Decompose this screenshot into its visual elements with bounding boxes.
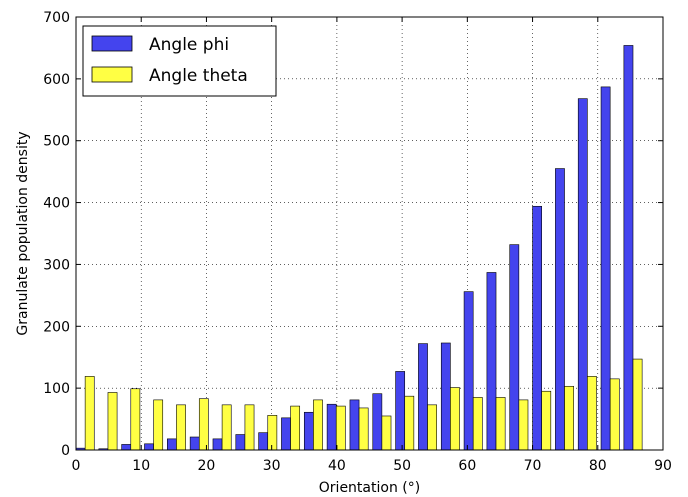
y-tick-label: 700 bbox=[43, 10, 70, 26]
bar-theta bbox=[518, 399, 529, 451]
x-tick-label: 20 bbox=[198, 458, 216, 474]
x-tick-label: 40 bbox=[328, 458, 346, 474]
bar-phi bbox=[349, 399, 360, 451]
bar-phi bbox=[532, 205, 542, 451]
y-tick-label: 200 bbox=[43, 319, 70, 335]
x-tick-label: 80 bbox=[589, 458, 607, 474]
bar-theta bbox=[609, 378, 620, 451]
bar-theta bbox=[495, 397, 506, 451]
x-tick-label: 0 bbox=[72, 458, 81, 474]
bars-group bbox=[75, 45, 643, 451]
bar-theta bbox=[176, 404, 186, 451]
bar-phi bbox=[463, 291, 474, 451]
x-tick-label: 70 bbox=[524, 458, 542, 474]
bar-phi bbox=[235, 434, 246, 451]
x-tick-label: 30 bbox=[263, 458, 281, 474]
x-tick-label: 60 bbox=[458, 458, 476, 474]
bar-theta bbox=[472, 397, 483, 451]
legend-swatch bbox=[91, 35, 133, 52]
bar-theta bbox=[267, 415, 278, 451]
bar-theta bbox=[221, 404, 232, 451]
bar-theta bbox=[358, 407, 369, 451]
bar-theta bbox=[404, 395, 415, 451]
bar-theta bbox=[198, 398, 209, 451]
bar-theta bbox=[84, 376, 95, 451]
y-tick-label: 100 bbox=[43, 381, 70, 397]
bar-phi bbox=[121, 444, 132, 451]
bar-phi bbox=[623, 45, 634, 451]
legend-label: Angle phi bbox=[149, 35, 229, 55]
legend: Angle phi Angle theta bbox=[82, 25, 277, 97]
x-tick-label: 50 bbox=[393, 458, 411, 474]
bar-theta bbox=[153, 399, 164, 451]
x-tick-label: 10 bbox=[132, 458, 150, 474]
y-tick-label: 600 bbox=[43, 72, 70, 88]
bar-phi bbox=[303, 411, 314, 451]
bar-phi bbox=[555, 168, 565, 451]
bar-phi bbox=[600, 86, 611, 451]
bar-theta bbox=[564, 385, 574, 451]
bar-theta bbox=[290, 405, 301, 451]
bar-phi bbox=[372, 393, 383, 451]
x-axis-label: Orientation (°) bbox=[319, 480, 420, 496]
bar-theta bbox=[381, 415, 392, 451]
bar-theta bbox=[313, 399, 323, 451]
bar-theta bbox=[541, 390, 552, 451]
bar-theta bbox=[587, 376, 597, 451]
axis-ticks: 0 10 20 30 40 50 60 70 80 90 0 100 200 300 400 500 600 70… bbox=[43, 10, 672, 474]
plot-frame bbox=[75, 16, 664, 451]
bar-theta bbox=[335, 405, 346, 451]
bar-phi bbox=[577, 98, 588, 451]
bar-phi bbox=[144, 443, 154, 451]
bar-theta bbox=[450, 387, 460, 451]
bar-theta bbox=[632, 358, 643, 451]
legend-swatch bbox=[91, 66, 133, 83]
y-tick-label: 0 bbox=[61, 443, 70, 459]
x-tick-label: 90 bbox=[654, 458, 672, 474]
bar-phi bbox=[395, 371, 406, 451]
y-tick-label: 400 bbox=[43, 196, 70, 212]
bar-phi bbox=[418, 343, 428, 451]
y-axis-label: Granulate population density bbox=[15, 131, 31, 335]
y-tick-label: 500 bbox=[43, 134, 70, 150]
bar-phi bbox=[167, 438, 177, 451]
y-tick-label: 300 bbox=[43, 257, 70, 273]
bar-phi bbox=[326, 403, 337, 451]
bar-theta bbox=[130, 388, 141, 451]
legend-label: Angle theta bbox=[149, 66, 248, 86]
bar-theta bbox=[107, 392, 118, 451]
bar-phi bbox=[509, 244, 520, 451]
bar-phi bbox=[486, 272, 497, 451]
bar-phi bbox=[281, 417, 291, 451]
bar-phi bbox=[212, 438, 223, 451]
bar-theta bbox=[244, 404, 255, 451]
bar-phi bbox=[258, 432, 269, 451]
bar-phi bbox=[189, 436, 200, 451]
bar-theta bbox=[427, 404, 437, 451]
bar-phi bbox=[440, 342, 451, 451]
